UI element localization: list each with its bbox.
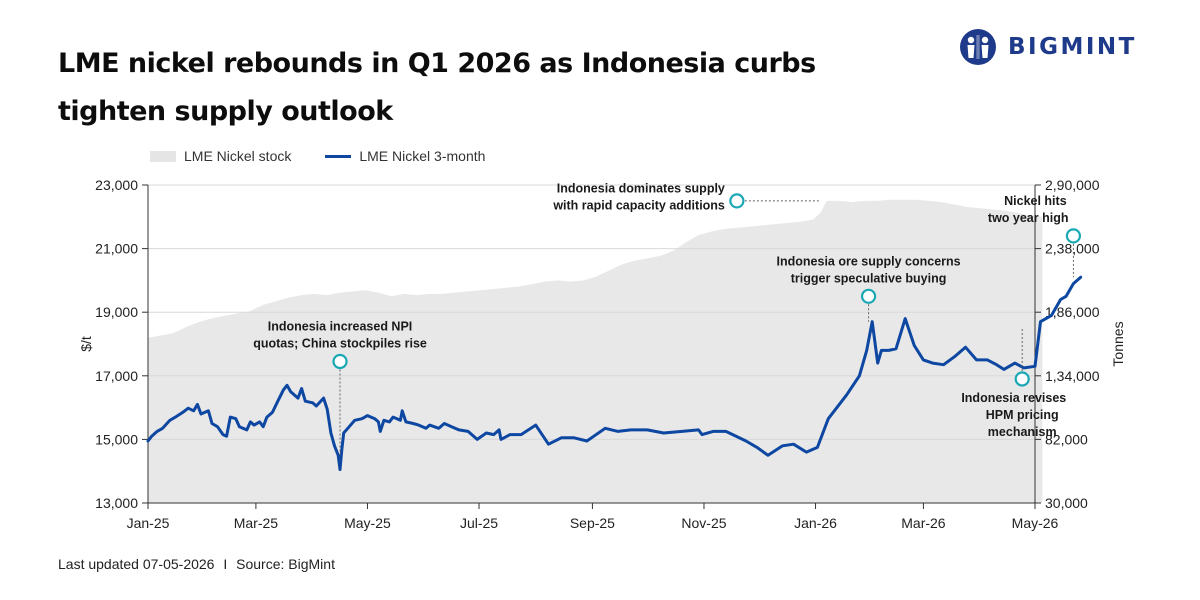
y2-tick-label: 2,90,000 [1045, 177, 1100, 193]
y2-tick-label: 30,000 [1045, 495, 1088, 511]
legend-label-price: LME Nickel 3-month [359, 148, 486, 164]
y2-tick-label: 1,86,000 [1045, 304, 1100, 320]
annotation-text: Indonesia ore supply concerns [777, 254, 961, 268]
x-tick-label: Mar-25 [234, 515, 279, 531]
legend-item-stock: LME Nickel stock [150, 148, 291, 164]
annotation-marker [1065, 228, 1082, 244]
y-tick-label: 19,000 [95, 304, 138, 320]
annotation-text: Indonesia revises [961, 391, 1066, 405]
y-tick-label: 13,000 [95, 495, 138, 511]
footer-separator: I [223, 556, 228, 572]
legend-item-price: LME Nickel 3-month [325, 148, 485, 164]
x-tick-label: Sep-25 [570, 515, 615, 531]
annotation-marker [332, 353, 348, 370]
x-tick-label: Jul-25 [460, 515, 498, 531]
y2-axis-title: Tonnes [1110, 321, 1126, 366]
annotation-text: two year high [988, 211, 1069, 225]
legend-swatch-stock [150, 150, 176, 162]
logo-text: BIGMINT [1008, 34, 1137, 60]
footer: Last updated 07-05-2026 I Source: BigMin… [58, 556, 335, 572]
x-tick-label: May-25 [344, 515, 391, 531]
x-tick-label: Mar-26 [901, 515, 946, 531]
x-tick-label: May-26 [1012, 515, 1059, 531]
annotation-marker [860, 288, 877, 304]
x-tick-label: Nov-25 [681, 515, 726, 531]
annotation-text: quotas; China stockpiles rise [253, 336, 427, 350]
chart-title: LME nickel rebounds in Q1 2026 as Indone… [58, 48, 816, 127]
legend-label-stock: LME Nickel stock [184, 148, 292, 164]
stock-area [148, 199, 1043, 503]
y2-tick-label: 1,34,000 [1045, 368, 1100, 384]
footer-source: Source: BigMint [236, 556, 335, 572]
annotation-text: trigger speculative buying [791, 271, 947, 285]
y-tick-label: 17,000 [95, 368, 138, 384]
annotation-marker [729, 193, 745, 209]
y-tick-label: 15,000 [95, 431, 138, 447]
annotation-text: Nickel hits [1004, 194, 1067, 208]
y2-tick-label: 82,000 [1045, 431, 1088, 447]
bigmint-people-logo-icon [960, 29, 996, 65]
legend-swatch-price [325, 154, 352, 158]
y-tick-label: 23,000 [95, 177, 138, 193]
annotation-marker [1014, 371, 1030, 387]
price-line [146, 275, 1083, 472]
annotation-text: HPM pricing [986, 408, 1059, 422]
footer-updated: Last updated 07-05-2026 [58, 556, 215, 572]
chart-legend: LME Nickel stock LME Nickel 3-month [150, 148, 519, 164]
annotation-text: with rapid capacity additions [552, 198, 725, 212]
y2-tick-label: 2,38,000 [1045, 241, 1100, 257]
annotation-text: Indonesia increased NPI [268, 319, 413, 333]
x-tick-label: Jan-25 [127, 515, 170, 531]
x-tick-label: Jan-26 [794, 515, 837, 531]
annotation-text: mechanism [988, 425, 1057, 439]
annotation-text: Indonesia dominates supply [557, 181, 725, 195]
y-tick-label: 21,000 [95, 241, 138, 257]
y-axis-title: $/t [78, 336, 94, 352]
bigmint-logo: BIGMINT [958, 27, 1137, 67]
